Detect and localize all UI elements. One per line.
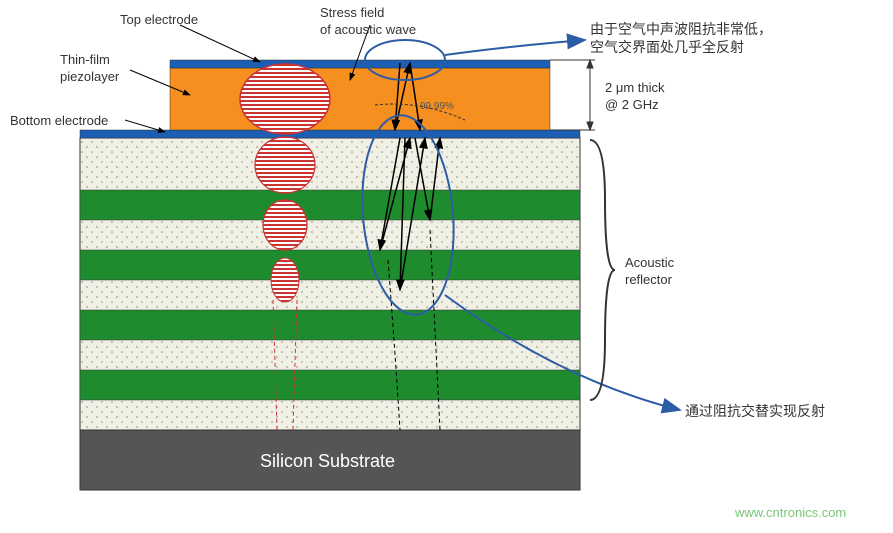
impedance-reflection-label: 通过阻抗交替实现反射 [685, 402, 825, 420]
reflector-band-2 [80, 250, 580, 280]
reflector-brace [590, 140, 615, 400]
bottom-electrode-label: Bottom electrode [10, 113, 108, 130]
stress-field-label: Stress field of acoustic wave [320, 5, 416, 39]
thickness-dimension [550, 60, 595, 130]
thin-film-label: Thin-film piezolayer [60, 52, 119, 86]
air-reflection-label: 由于空气中声波阻抗非常低， 空气交界面处几乎全反射 [590, 20, 772, 56]
reflector-band-4 [80, 370, 580, 400]
diagram-canvas: Top electrode Thin-film piezolayer Botto… [0, 0, 893, 533]
silicon-substrate-label: Silicon Substrate [260, 450, 395, 473]
bottom-electrode-layer [80, 130, 580, 138]
reflector-band-1 [80, 190, 580, 220]
thickness-label: 2 μm thick @ 2 GHz [605, 80, 665, 114]
top-electrode-label: Top electrode [120, 12, 198, 29]
acoustic-reflector-label: Acoustic reflector [625, 255, 674, 289]
watermark: www.cntronics.com [735, 505, 846, 520]
top-electrode-layer [170, 60, 550, 68]
diagram-svg [0, 0, 893, 533]
reflection-percent-label: 99.99% [420, 100, 454, 113]
piezo-layer [170, 68, 550, 130]
